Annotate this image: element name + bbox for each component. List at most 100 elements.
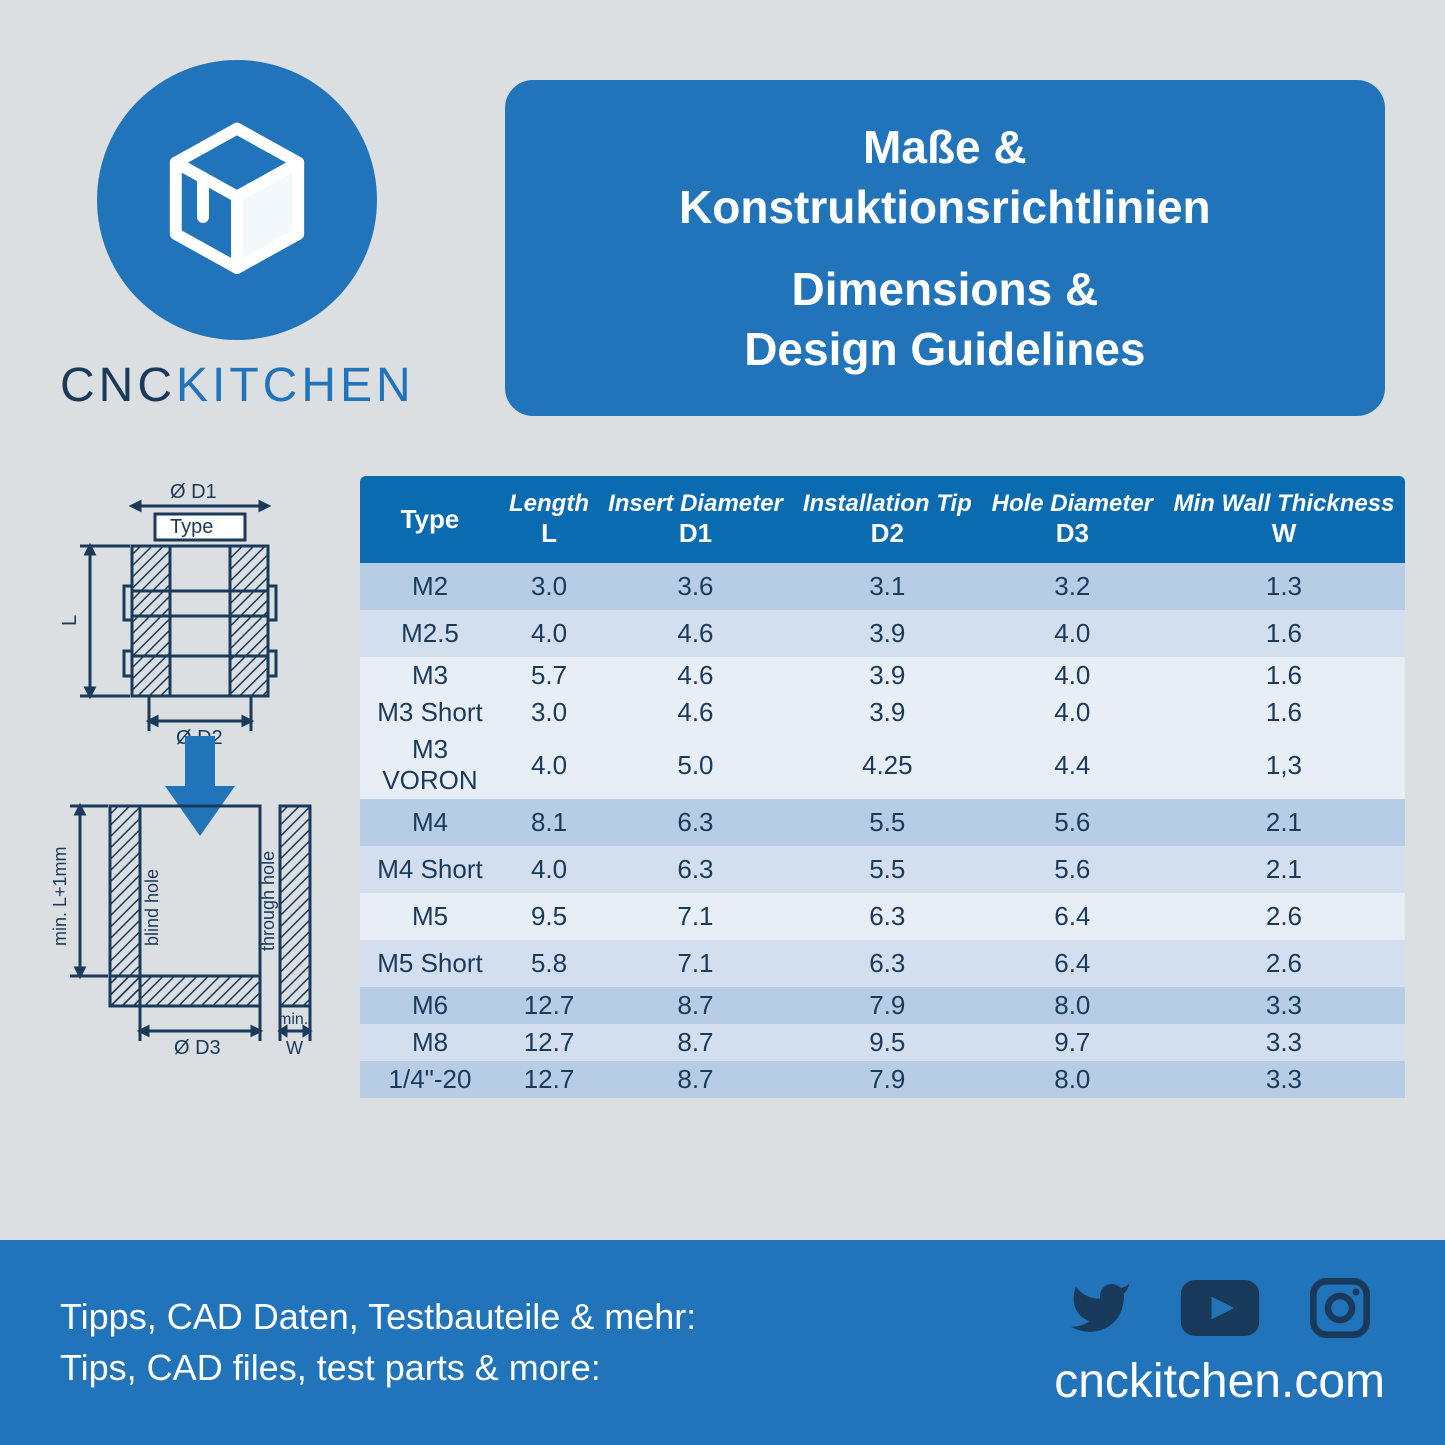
table-cell: 6.4 (982, 893, 1163, 940)
type-label: Type (170, 516, 213, 538)
table-cell: 4.4 (982, 731, 1163, 799)
svg-text:min.: min. (278, 1011, 308, 1028)
footer: Tipps, CAD Daten, Testbauteile & mehr: T… (0, 1240, 1445, 1445)
youtube-icon[interactable] (1180, 1280, 1260, 1336)
table-cell: 6.3 (793, 893, 982, 940)
dimensions-table: TypeLengthLInsert DiameterD1Installation… (360, 476, 1405, 1098)
table-cell: M4 Short (360, 846, 500, 893)
table-cell: M6 (360, 987, 500, 1024)
table-cell: 4.6 (598, 610, 793, 657)
table-cell: 8.7 (598, 1061, 793, 1098)
table-cell: 5.6 (982, 799, 1163, 846)
table-cell: 6.4 (982, 940, 1163, 987)
table-cell: 1.6 (1163, 694, 1405, 731)
column-header: Type (360, 476, 500, 563)
table-cell: 8.0 (982, 987, 1163, 1024)
logo-block: CNCKITCHEN (60, 60, 415, 413)
footer-de: Tipps, CAD Daten, Testbauteile & mehr: (60, 1292, 696, 1342)
table-row: M612.78.77.98.03.3 (360, 987, 1405, 1024)
table-cell: 3.2 (982, 563, 1163, 610)
footer-en: Tips, CAD files, test parts & more: (60, 1343, 696, 1393)
table-cell: 4.25 (793, 731, 982, 799)
table-cell: 3.0 (500, 563, 598, 610)
table-cell: 3.9 (793, 657, 982, 694)
table-cell: 5.5 (793, 799, 982, 846)
table-row: M48.16.35.55.62.1 (360, 799, 1405, 846)
table-cell: 4.0 (982, 694, 1163, 731)
table-cell: 2.6 (1163, 940, 1405, 987)
table-cell: 6.3 (598, 799, 793, 846)
footer-url[interactable]: cnckitchen.com (1054, 1354, 1385, 1409)
social-icons (1068, 1276, 1372, 1340)
table-cell: 2.1 (1163, 799, 1405, 846)
table-cell: 1.6 (1163, 657, 1405, 694)
footer-text: Tipps, CAD Daten, Testbauteile & mehr: T… (60, 1292, 696, 1393)
table-cell: M5 Short (360, 940, 500, 987)
table-cell: 7.1 (598, 940, 793, 987)
table-cell: M3 VORON (360, 731, 500, 799)
table-cell: M2.5 (360, 610, 500, 657)
table-cell: M8 (360, 1024, 500, 1061)
table-cell: 8.7 (598, 1024, 793, 1061)
content-row: Ø D1 Type (0, 446, 1445, 1118)
title-en-1: Dimensions & (565, 262, 1325, 316)
d1-label: Ø D1 (170, 481, 217, 503)
blind-hole-label: blind hole (142, 869, 162, 946)
table-row: 1/4"-2012.78.77.98.03.3 (360, 1061, 1405, 1098)
table-cell: 9.5 (500, 893, 598, 940)
table-cell: 4.6 (598, 694, 793, 731)
column-header: Installation TipD2 (793, 476, 982, 563)
dimensions-table-wrap: TypeLengthLInsert DiameterD1Installation… (360, 476, 1405, 1098)
table-cell: 7.9 (793, 1061, 982, 1098)
table-cell: 1.6 (1163, 610, 1405, 657)
instagram-icon[interactable] (1308, 1276, 1372, 1340)
cube-logo-icon (152, 115, 322, 285)
logo-kitchen: KITCHEN (176, 359, 415, 412)
table-cell: 1.3 (1163, 563, 1405, 610)
table-cell: 8.0 (982, 1061, 1163, 1098)
table-cell: 2.6 (1163, 893, 1405, 940)
l-label: L (59, 615, 81, 626)
table-cell: 9.5 (793, 1024, 982, 1061)
table-cell: 5.7 (500, 657, 598, 694)
twitter-icon[interactable] (1068, 1276, 1132, 1340)
table-header: TypeLengthLInsert DiameterD1Installation… (360, 476, 1405, 563)
table-cell: 2.1 (1163, 846, 1405, 893)
d3-label: Ø D3 (174, 1037, 221, 1056)
table-cell: 3.1 (793, 563, 982, 610)
title-box: Maße & Konstruktionsrichtlinien Dimensio… (505, 80, 1385, 416)
table-row: M3 Short3.04.63.94.01.6 (360, 694, 1405, 731)
table-cell: M4 (360, 799, 500, 846)
table-cell: 7.9 (793, 987, 982, 1024)
table-cell: 4.0 (500, 731, 598, 799)
table-row: M3 VORON4.05.04.254.41,3 (360, 731, 1405, 799)
table-cell: 8.1 (500, 799, 598, 846)
min-l-label: min. L+1mm (50, 846, 70, 946)
through-hole-label: through hole (258, 851, 278, 951)
table-cell: 7.1 (598, 893, 793, 940)
column-header: Insert DiameterD1 (598, 476, 793, 563)
table-row: M23.03.63.13.21.3 (360, 563, 1405, 610)
table-row: M2.54.04.63.94.01.6 (360, 610, 1405, 657)
table-cell: 8.7 (598, 987, 793, 1024)
table-cell: 5.6 (982, 846, 1163, 893)
table-row: M4 Short4.06.35.55.62.1 (360, 846, 1405, 893)
title-de-2: Konstruktionsrichtlinien (565, 180, 1325, 234)
table-cell: M3 Short (360, 694, 500, 731)
table-cell: 5.5 (793, 846, 982, 893)
table-cell: 1/4"-20 (360, 1061, 500, 1098)
table-cell: M5 (360, 893, 500, 940)
title-de-1: Maße & (565, 120, 1325, 174)
table-cell: 3.3 (1163, 1024, 1405, 1061)
logo-cnc: CNC (60, 359, 176, 412)
table-row: M5 Short5.87.16.36.42.6 (360, 940, 1405, 987)
table-cell: 3.9 (793, 694, 982, 731)
table-row: M59.57.16.36.42.6 (360, 893, 1405, 940)
column-header: Min Wall ThicknessW (1163, 476, 1405, 563)
header: CNCKITCHEN Maße & Konstruktionsrichtlini… (0, 0, 1445, 446)
table-cell: 3.3 (1163, 1061, 1405, 1098)
column-header: Hole DiameterD3 (982, 476, 1163, 563)
title-en-2: Design Guidelines (565, 322, 1325, 376)
min-w-label: W (286, 1038, 303, 1056)
table-row: M35.74.63.94.01.6 (360, 657, 1405, 694)
